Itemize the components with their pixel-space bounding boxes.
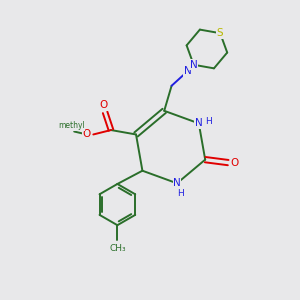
Text: O: O (230, 158, 239, 168)
Text: S: S (217, 28, 224, 38)
Text: N: N (173, 178, 181, 188)
Text: H: H (205, 117, 212, 126)
Text: N: N (184, 66, 192, 76)
Text: methyl: methyl (58, 121, 85, 130)
Text: N: N (190, 60, 197, 70)
Text: N: N (195, 118, 203, 128)
Text: H: H (177, 189, 184, 198)
Text: O: O (83, 130, 91, 140)
Text: CH₃: CH₃ (109, 244, 126, 253)
Text: O: O (100, 100, 108, 110)
